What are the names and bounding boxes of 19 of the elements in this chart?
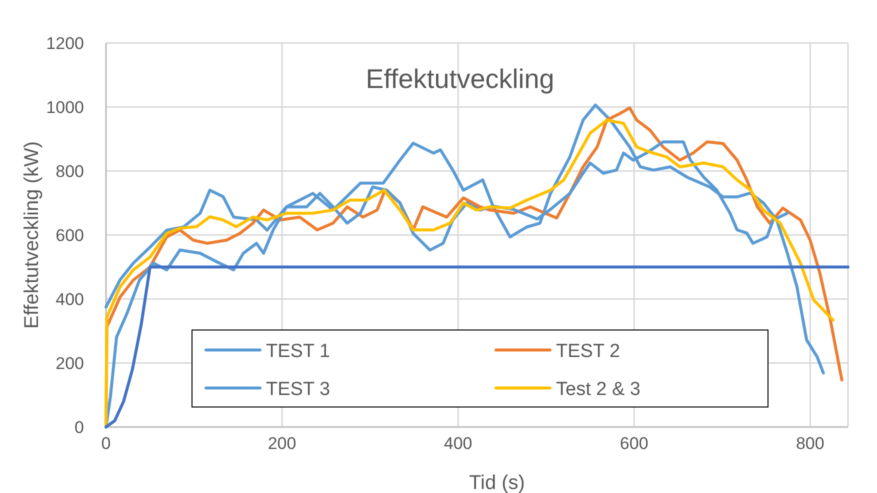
y-tick-label: 400 [56,290,84,309]
y-tick-label: 600 [56,226,84,245]
x-tick-label: 600 [620,434,648,453]
legend-label: TEST 2 [556,341,620,362]
y-tick-label: 200 [56,354,84,373]
y-tick-label: 1200 [46,34,84,53]
x-tick-label: 400 [444,434,472,453]
x-tick-label: 200 [268,434,296,453]
legend-label: TEST 1 [266,341,330,362]
x-axis-title: Tid (s) [469,472,525,493]
y-tick-label: 0 [74,418,84,437]
y-tick-label: 800 [56,162,84,181]
legend-label: Test 2 & 3 [556,379,640,400]
text: Effektutveckling [366,64,554,94]
y-axis-title: Effektutveckling (kW) [21,141,43,329]
x-tick-label: 0 [101,434,111,453]
legend-label: TEST 3 [266,379,330,400]
x-tick-label: 800 [796,434,824,453]
y-tick-label: 1000 [46,98,84,117]
